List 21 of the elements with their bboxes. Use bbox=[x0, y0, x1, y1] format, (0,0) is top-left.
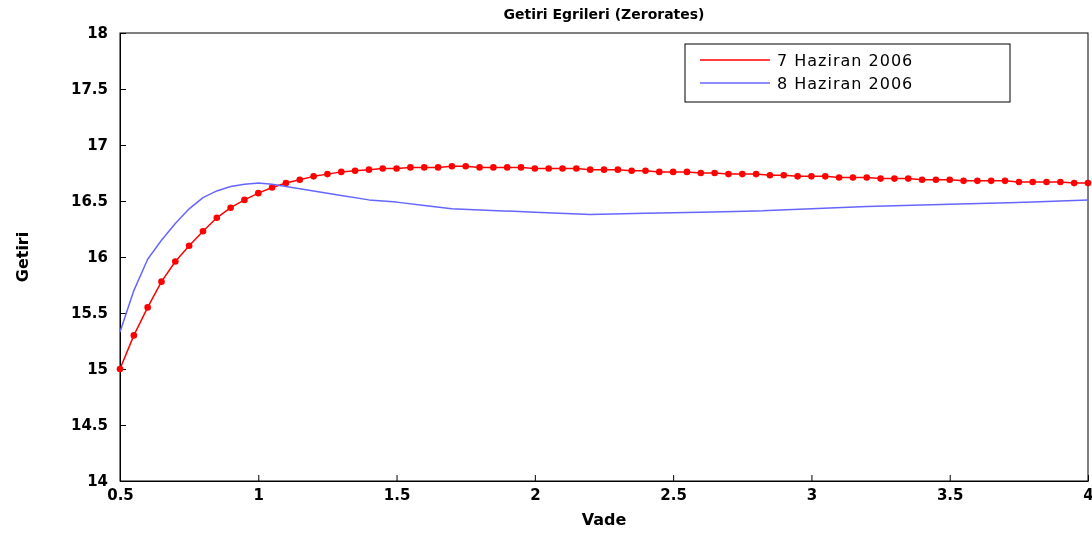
y-tick-label: 15.5 bbox=[70, 304, 108, 323]
y-tick-label: 17 bbox=[87, 136, 108, 155]
x-tick-label: 0.5 bbox=[107, 485, 134, 504]
legend-label: 8 Haziran 2006 bbox=[777, 74, 914, 93]
x-axis-title: Vade bbox=[581, 510, 627, 529]
chart-title: Getiri Egrileri (Zerorates) bbox=[503, 6, 705, 22]
x-tick-label: 1 bbox=[253, 485, 264, 504]
y-axis-title: Getiri bbox=[13, 231, 32, 283]
y-tick-label: 15 bbox=[87, 360, 108, 379]
y-tick-label: 16 bbox=[87, 248, 108, 267]
y-tick-label: 18 bbox=[87, 24, 108, 43]
x-tick-label: 3.5 bbox=[936, 485, 964, 504]
y-tick-label: 14 bbox=[87, 472, 108, 491]
x-tick-label: 2 bbox=[530, 485, 541, 504]
y-tick-label: 16.5 bbox=[70, 192, 108, 211]
x-tick-label: 3 bbox=[806, 485, 818, 504]
legend-label: 7 Haziran 2006 bbox=[777, 51, 914, 70]
y-tick-label: 14.5 bbox=[70, 416, 108, 435]
y-tick-label: 17.5 bbox=[70, 80, 108, 99]
x-tick-label: 1.5 bbox=[383, 485, 411, 504]
x-tick-label: 2.5 bbox=[660, 485, 687, 504]
